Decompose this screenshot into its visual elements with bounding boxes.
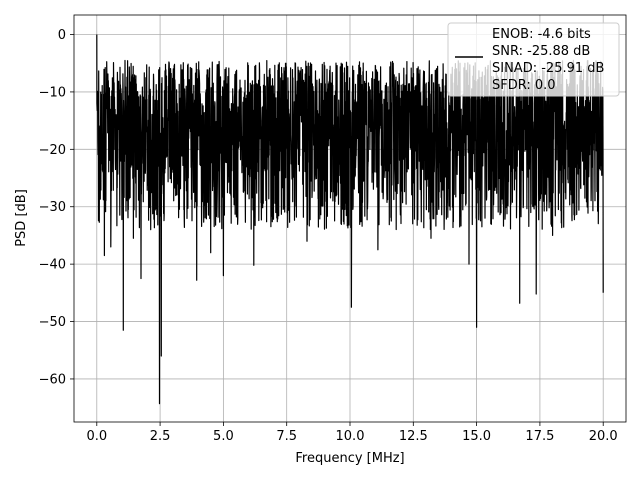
psd-series-line — [96, 34, 604, 405]
legend-enob: ENOB: -4.6 bits — [492, 27, 591, 42]
y-tick-label: −50 — [39, 315, 66, 330]
legend-sinad: SINAD: -25.91 dB — [492, 61, 604, 76]
axis-ticks: 0.0 2.5 5.0 7.5 10.0 12.5 15.0 17.5 20.0 0 −10 −20 −… — [39, 28, 618, 444]
y-tick-label: −60 — [39, 372, 66, 387]
x-axis-label: Frequency [MHz] — [295, 451, 404, 466]
y-tick-label: −10 — [39, 85, 66, 100]
data-series — [96, 34, 604, 405]
y-tick-label: −40 — [39, 258, 66, 273]
legend: ENOB: -4.6 bits SNR: -25.88 dB SINAD: -2… — [447, 22, 620, 97]
x-tick-label: 12.5 — [399, 429, 428, 444]
x-tick-label: 5.0 — [213, 429, 234, 444]
y-axis-label: PSD [dB] — [14, 189, 29, 247]
x-tick-label: 7.5 — [276, 429, 297, 444]
x-tick-label: 10.0 — [336, 429, 365, 444]
x-tick-label: 15.0 — [462, 429, 491, 444]
legend-sfdr: SFDR: 0.0 — [492, 78, 556, 93]
x-tick-label: 2.5 — [150, 429, 171, 444]
y-tick-label: 0 — [58, 28, 66, 43]
x-tick-label: 0.0 — [86, 429, 107, 444]
y-tick-label: −30 — [39, 200, 66, 215]
x-tick-label: 20.0 — [589, 429, 618, 444]
x-tick-label: 17.5 — [525, 429, 554, 444]
y-tick-label: −20 — [39, 143, 66, 158]
legend-box — [447, 22, 620, 97]
legend-snr: SNR: -25.88 dB — [492, 44, 590, 59]
